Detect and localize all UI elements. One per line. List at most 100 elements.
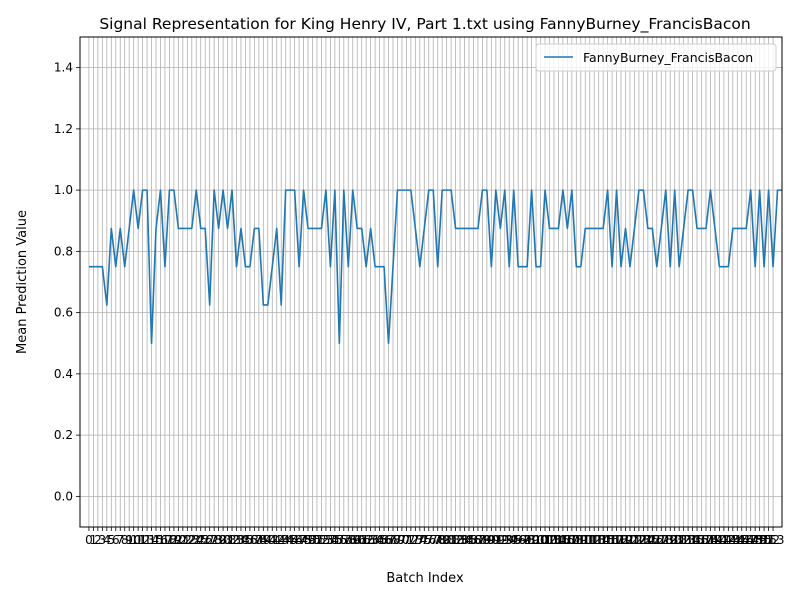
x-tick-label: 89 [479,533,494,547]
x-tick-label: 85 [461,533,476,547]
x-tick-label: 90 [484,533,499,547]
grid [80,37,782,527]
x-tick-label: 93 [497,533,512,547]
x-tick-label: 4 [103,533,111,547]
x-tick-label: 143 [717,533,740,547]
x-tick-label: 97 [515,533,530,547]
x-tick-label: 15 [148,533,163,547]
x-tick-label: 45 [283,533,298,547]
x-tick-label: 44 [278,533,293,547]
x-tick-label: 42 [269,533,284,547]
x-tick-label: 152 [757,533,780,547]
x-tick-label: 38 [251,533,266,547]
x-tick-label: 77 [426,533,441,547]
x-tick-label: 121 [619,533,642,547]
x-tick-label: 74 [412,533,427,547]
y-tick-label: 0.8 [54,244,73,258]
x-tick-label: 59 [345,533,360,547]
x-tick-label: 103 [538,533,561,547]
x-tick-label: 10 [126,533,141,547]
x-tick-label: 120 [614,533,637,547]
x-tick-label: 72 [403,533,418,547]
x-tick-label: 56 [332,533,347,547]
x-tick-label: 39 [256,533,271,547]
legend-box [535,43,777,72]
x-tick-label: 131 [663,533,686,547]
y-tick-label: 0.6 [54,306,73,320]
x-tick-label: 88 [475,533,490,547]
x-tick-label: 96 [511,533,526,547]
chart-title: Signal Representation for King Henry IV,… [99,15,750,34]
x-tick-label: 43 [274,533,289,547]
x-tick-label: 83 [452,533,467,547]
x-tick-label: 117 [601,533,624,547]
x-tick-label: 116 [596,533,619,547]
x-tick-label: 18 [162,533,177,547]
x-tick-label: 6 [112,533,120,547]
x-tick-label: 124 [632,533,655,547]
x-tick-label: 91 [488,533,503,547]
x-tick-label: 136 [686,533,709,547]
x-tick-label: 127 [645,533,668,547]
x-tick-label: 34 [233,533,248,547]
x-tick-label: 140 [703,533,726,547]
plot-frame [79,36,783,528]
x-tick-label: 81 [443,533,458,547]
x-tick-label: 48 [296,533,311,547]
x-tick-label: 114 [587,533,610,547]
x-tick-label: 21 [175,533,190,547]
x-tick-label: 113 [583,533,606,547]
x-tick-label: 153 [762,533,785,547]
x-tick-label: 19 [166,533,181,547]
x-tick-label: 64 [367,533,382,547]
x-tick-label: 35 [238,533,253,547]
series-line-fannyburney-francisbacon [88,189,782,345]
x-tick-label: 95 [506,533,521,547]
y-tick-label: 0.2 [54,428,73,442]
x-tick-label: 76 [421,533,436,547]
x-tick-label: 16 [153,533,168,547]
x-tick-label: 79 [435,533,450,547]
x-tick-label: 2 [94,533,102,547]
x-tick-label: 75 [417,533,432,547]
x-tick-label: 147 [735,533,758,547]
x-tick-label: 36 [242,533,257,547]
x-tick-label: 142 [712,533,735,547]
x-tick-label: 82 [448,533,463,547]
x-tick-label: 60 [350,533,365,547]
x-tick-label: 80 [439,533,454,547]
x-tick-label: 135 [681,533,704,547]
x-tick-label: 33 [229,533,244,547]
x-tick-label: 78 [430,533,445,547]
x-tick-label: 41 [265,533,280,547]
x-tick-label: 31 [220,533,235,547]
x-tick-label: 5 [107,533,115,547]
x-tick-label: 28 [206,533,221,547]
x-tick-label: 66 [376,533,391,547]
x-tick-label: 146 [730,533,753,547]
x-tick-label: 9 [125,533,133,547]
legend-label: FannyBurney_FrancisBacon [583,50,753,65]
x-tick-label: 118 [605,533,628,547]
x-tick-label: 7 [116,533,124,547]
x-tick-label: 69 [390,533,405,547]
x-tick-label: 55 [327,533,342,547]
x-tick-label: 137 [690,533,713,547]
x-tick-label: 106 [551,533,574,547]
x-tick-label: 52 [314,533,329,547]
x-tick-label: 112 [578,533,601,547]
x-tick-label: 107 [556,533,579,547]
x-tick-label: 109 [565,533,588,547]
x-tick-label: 11 [130,533,145,547]
x-tick-label: 63 [363,533,378,547]
x-tick-label: 145 [726,533,749,547]
x-tick-label: 100 [525,533,548,547]
x-axis-label: Batch Index [386,571,464,586]
x-tick-label: 46 [287,533,302,547]
legend: FannyBurney_FrancisBacon [535,43,777,72]
x-tick-label: 29 [211,533,226,547]
x-tick-label: 141 [708,533,731,547]
x-tick-label: 12 [135,533,150,547]
x-tick-label: 61 [354,533,369,547]
x-tick-label: 101 [529,533,552,547]
